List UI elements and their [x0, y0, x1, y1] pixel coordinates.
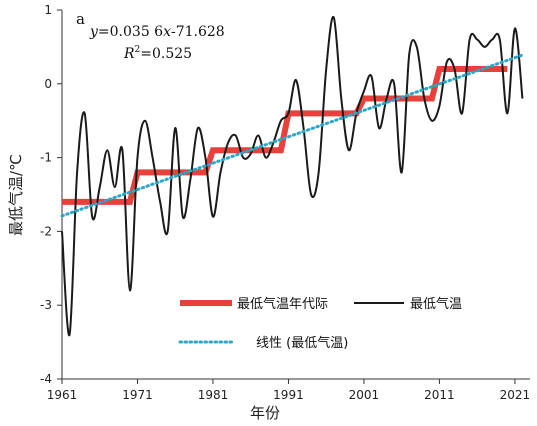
y-tick-label: 0 — [44, 77, 52, 91]
series-annual-line — [61, 16, 524, 337]
x-tick-label: 2001 — [349, 388, 380, 402]
equation-y: y — [89, 24, 99, 40]
panel-label: a — [76, 10, 85, 28]
x-tick-label: 2021 — [500, 388, 531, 402]
legend-label-annual: 最低气温 — [410, 296, 462, 312]
x-tick-label: 1971 — [122, 388, 153, 402]
y-tick-label: -4 — [40, 372, 52, 386]
r-squared-sup: 2 — [135, 45, 141, 55]
equation-intercept: -71.628 — [171, 24, 225, 40]
series-layer — [60, 16, 524, 337]
axes — [57, 9, 530, 384]
x-tick-label: 1961 — [47, 388, 78, 402]
legend-label-decadal: 最低气温年代际 — [237, 296, 328, 312]
x-tick-label: 2011 — [424, 388, 455, 402]
r-squared: R2=0.525 — [123, 45, 192, 62]
r-squared-value: =0.525 — [140, 46, 192, 62]
y-tick-label: -1 — [40, 151, 52, 165]
y-tick-label: -3 — [40, 298, 52, 312]
tick-labels: -4 -3 -2 -1 0 1 1961 1971 1981 1991 2001 2011 2021 — [40, 3, 530, 402]
series-decadal-step — [62, 66, 508, 205]
equation-coef: =0.035 6 — [98, 24, 163, 40]
legend-label-trend: 线性 (最低气温) — [256, 335, 348, 351]
r-squared-symbol: R — [123, 46, 135, 62]
equation-x: x — [163, 24, 171, 40]
x-axis-title: 年份 — [250, 404, 280, 422]
series-linear-trend — [60, 53, 524, 218]
y-axis-title: 最低气温/℃ — [7, 154, 25, 236]
legend: 最低气温年代际 最低气温 线性 (最低气温) — [178, 296, 462, 351]
regression-equation: y=0.035 6x-71.628 — [89, 24, 225, 40]
y-tick-label: 1 — [44, 3, 52, 17]
x-tick-label: 1991 — [273, 388, 304, 402]
y-tick-label: -2 — [40, 224, 52, 238]
x-tick-label: 1981 — [198, 388, 229, 402]
